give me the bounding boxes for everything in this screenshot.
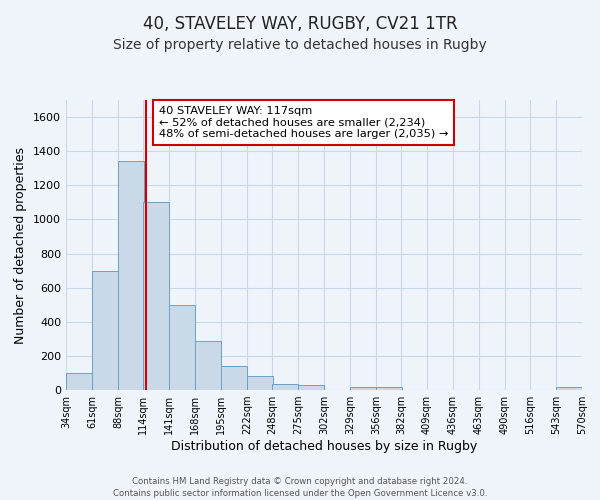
Bar (221, 366, 247, 390)
Text: 40 STAVELEY WAY: 117sqm
← 52% of detached houses are smaller (2,234)
48% of semi: 40 STAVELEY WAY: 117sqm ← 52% of detache… (159, 106, 448, 139)
Bar (556, 386, 582, 390)
Text: Size of property relative to detached houses in Rugby: Size of property relative to detached ho… (113, 38, 487, 52)
Bar (195, 342, 221, 390)
X-axis label: Distribution of detached houses by size in Rugby: Distribution of detached houses by size … (171, 440, 477, 453)
Y-axis label: Number of detached properties: Number of detached properties (14, 146, 28, 344)
Text: 40, STAVELEY WAY, RUGBY, CV21 1TR: 40, STAVELEY WAY, RUGBY, CV21 1TR (143, 15, 457, 33)
Bar (143, 202, 169, 390)
Bar (272, 384, 298, 390)
Bar (350, 386, 376, 390)
Bar (247, 376, 273, 390)
Bar (66, 373, 92, 390)
Bar (298, 385, 324, 390)
Bar (118, 162, 144, 390)
Text: Contains HM Land Registry data © Crown copyright and database right 2024.: Contains HM Land Registry data © Crown c… (132, 478, 468, 486)
Bar (376, 388, 402, 390)
Bar (92, 270, 118, 390)
Bar (169, 304, 195, 390)
Text: Contains public sector information licensed under the Open Government Licence v3: Contains public sector information licen… (113, 489, 487, 498)
